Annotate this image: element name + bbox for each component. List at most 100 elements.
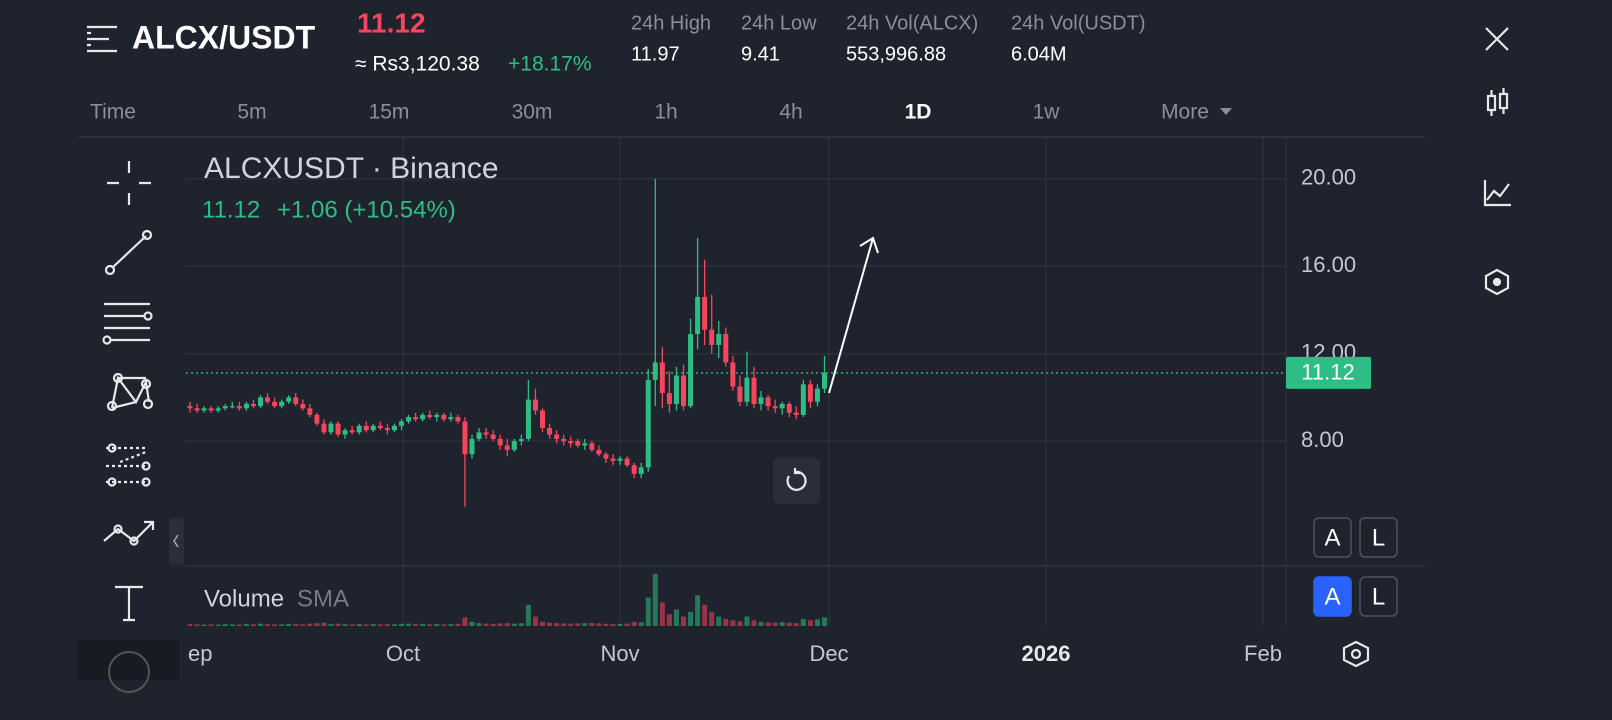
crosshair-tool[interactable] [107,161,151,205]
volume-bar [342,624,348,626]
volume-bar [293,624,299,626]
x-tick-label: ep [188,641,212,666]
volume-bar [420,623,426,626]
candle-body [814,388,820,402]
volume-bar [363,624,369,626]
volume-bar [666,614,672,626]
drawn-arrow[interactable] [828,236,879,394]
last-price-tag [1286,356,1371,389]
volume-bar [201,624,207,626]
fib-tool[interactable] [106,443,151,487]
volume-bar [610,624,616,626]
grid [186,138,1425,626]
candle-body [638,467,644,474]
volume-bar [469,621,475,626]
timeframe-tab[interactable]: 15m [369,101,410,124]
candle-body [744,377,750,402]
volume-bar [279,624,285,626]
candle-body [455,417,461,422]
scale-button[interactable] [1313,576,1352,617]
chart-title: ALCXUSDT · Binance [204,152,499,185]
timeframe-tab[interactable]: 30m [512,101,553,124]
volume-bar [434,624,440,626]
volume-bar [328,623,334,626]
candle-body [300,403,306,409]
volume-bar [356,624,362,626]
candle-body [596,449,602,455]
volume-bar [187,624,193,626]
candle-body [236,406,242,409]
x-tick-label: 2026 [1022,641,1071,666]
path-tool[interactable] [103,520,155,546]
scale-button[interactable] [1313,517,1352,558]
reset-button[interactable] [773,458,820,504]
volume-bar [532,616,538,626]
volume-bar [236,624,242,626]
timeframe-tab[interactable]: Time [90,101,136,124]
hlines-tool[interactable] [102,302,153,345]
volume-bar [540,621,545,626]
volume-bar [547,622,553,626]
candle-body [695,296,701,335]
candle-body [328,423,334,433]
stat-value: 553,996.88 [846,43,946,65]
candle-body [681,375,686,407]
candle-body [307,408,313,415]
pair: ALCX/USDT [132,19,316,55]
candle-body [363,425,369,431]
timeframe-tab[interactable]: 1D [905,101,932,124]
volume-bar [758,621,764,626]
timeframe-tab[interactable]: 1w [1033,101,1061,124]
indicator-icon[interactable] [1483,180,1511,207]
line-tool[interactable] [104,229,153,276]
volume-bar [723,618,729,626]
menu-icon[interactable] [87,25,117,53]
candles [187,178,827,507]
candle-body [448,417,454,420]
timeframe-tab[interactable]: 5m [237,101,266,124]
collapse-toolbar[interactable] [169,518,184,565]
candle-body [434,414,440,418]
scale-button-label: L [1372,524,1385,551]
candle-body [716,334,722,345]
change: +18.17% [508,53,592,76]
candle-body [525,399,531,439]
x-tick-label: Dec [809,641,848,666]
timeframe-tab[interactable]: More [1161,101,1209,124]
settings-hex-icon[interactable] [1484,268,1510,296]
x-tick-label: Nov [600,641,639,666]
volume-bar [490,623,496,626]
candle-body [420,414,426,420]
toolbar-more[interactable] [78,640,179,680]
candle-body [645,379,651,468]
text-tool[interactable] [115,585,143,622]
volume-bar [561,623,567,626]
volume-bar [462,617,468,626]
scale-button[interactable] [1359,576,1398,617]
scale-button-label: A [1324,524,1340,551]
x-tick-label: Oct [386,641,420,666]
volume-bar [589,622,595,626]
volume-bar [525,604,531,626]
candle-body [751,377,757,404]
timeframe-tab[interactable]: 4h [779,101,802,124]
volume-bar [511,623,517,626]
candle-body [617,458,623,461]
scale-button[interactable] [1359,517,1398,558]
volume-bar [483,623,489,626]
close-icon[interactable] [1485,27,1509,51]
stat-label: 24h Low [741,12,817,34]
candle-body [384,427,390,431]
timeframe-tab[interactable]: 1h [654,101,677,124]
volume-bar [751,620,757,626]
candle-body [666,393,672,404]
pattern-tool[interactable] [106,372,154,412]
volume-bar [208,624,214,626]
axis-settings[interactable] [1342,640,1370,668]
volume-bar [504,623,510,626]
candle-body [229,406,235,408]
candle-body [518,438,524,442]
volume-bar [518,623,524,626]
candle-icon[interactable] [1486,88,1509,116]
